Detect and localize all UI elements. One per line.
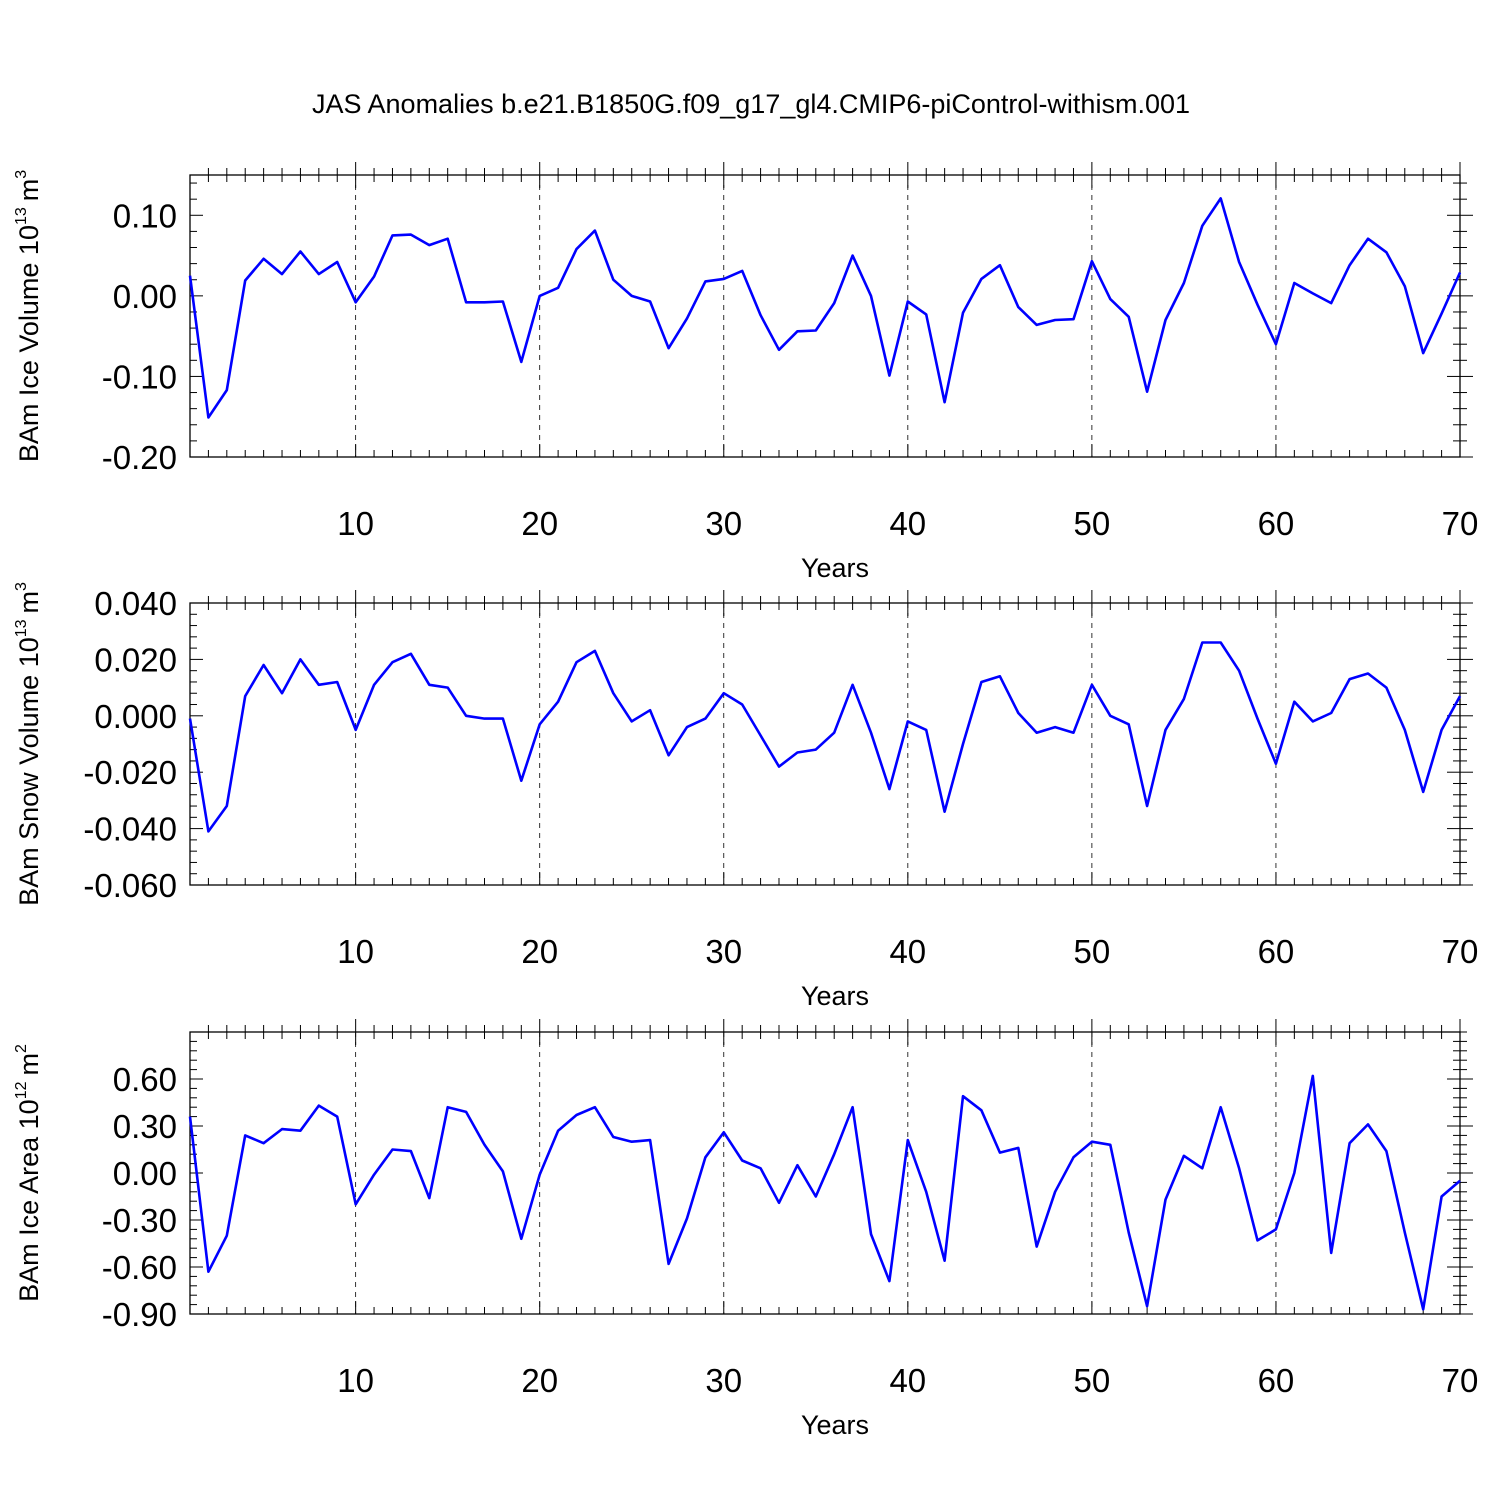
y-tick-label: -0.60	[102, 1249, 177, 1286]
plot-frame	[189, 1031, 1461, 1315]
x-tick-label: 40	[889, 505, 926, 542]
x-tick-label: 60	[1258, 1362, 1295, 1399]
y-axis-title-unit: m	[14, 1053, 44, 1076]
x-tick-label: 70	[1442, 933, 1479, 970]
x-axis-title: Years	[801, 981, 869, 1011]
x-tick-label: 20	[521, 505, 558, 542]
y-axis-title-unit-exponent: 3	[13, 170, 30, 179]
y-axis-title-unit-exponent: 2	[13, 1044, 30, 1053]
x-tick-label: 20	[521, 933, 558, 970]
panel-1: 10 20 30 40 50 60 70 -0.20 -0.10 0.00 0.10 Years BAm…	[13, 162, 1478, 583]
y-axis-title-unit: m	[14, 179, 44, 202]
y-tick-label: 0.00	[113, 278, 177, 315]
panel-3: 10 20 30 40 50 60 70 -0.90 -0.60 -0.30 0.00 0.30 0.6…	[13, 1019, 1478, 1440]
x-tick-label: 40	[889, 1362, 926, 1399]
x-axis-title: Years	[801, 553, 869, 583]
x-tick-label: 60	[1258, 505, 1295, 542]
x-tick-label: 60	[1258, 933, 1295, 970]
y-axis-title-unit-exponent: 3	[13, 582, 30, 591]
x-tick-label: 50	[1074, 505, 1111, 542]
y-axis-title: BAm Ice Volume 1013 m3	[13, 170, 44, 462]
x-tick-label: 30	[705, 1362, 742, 1399]
x-tick-label: 50	[1074, 933, 1111, 970]
x-tick-label: 50	[1074, 1362, 1111, 1399]
y-tick-label: 0.040	[94, 585, 177, 622]
y-tick-label: -0.040	[83, 811, 177, 848]
y-tick-label: -0.10	[102, 358, 177, 395]
y-axis-title-base: BAm Snow Volume 10	[14, 637, 44, 906]
panel-2: 10 20 30 40 50 60 70 -0.060 -0.040 -0.020 0.000 0.0…	[13, 582, 1478, 1011]
y-axis-title-exponent: 12	[13, 1081, 30, 1099]
x-tick-label: 10	[337, 505, 374, 542]
x-axis-title: Years	[801, 1410, 869, 1440]
y-tick-label: 0.020	[94, 641, 177, 678]
chart-title: JAS Anomalies b.e21.B1850G.f09_g17_gl4.C…	[312, 89, 1190, 119]
y-tick-label: 0.00	[113, 1155, 177, 1192]
x-tick-label: 40	[889, 933, 926, 970]
y-axis-title: BAm Snow Volume 1013 m3	[13, 582, 44, 906]
x-tick-label: 10	[337, 1362, 374, 1399]
x-tick-label: 30	[705, 933, 742, 970]
y-tick-label: -0.060	[83, 867, 177, 904]
x-tick-label: 30	[705, 505, 742, 542]
x-tick-label: 20	[521, 1362, 558, 1399]
data-series-line	[188, 641, 1462, 833]
y-axis-title-unit: m	[14, 591, 44, 614]
y-tick-label: 0.000	[94, 698, 177, 735]
y-axis-title-base: BAm Ice Volume 10	[14, 225, 44, 462]
x-tick-label: 70	[1442, 1362, 1479, 1399]
y-tick-label: -0.90	[102, 1296, 177, 1333]
panels: 10 20 30 40 50 60 70 -0.20 -0.10 0.00 0.10 Years BAm…	[13, 162, 1478, 1440]
y-tick-label: 0.60	[113, 1061, 177, 1098]
y-tick-label: -0.020	[83, 754, 177, 791]
y-tick-label: -0.20	[102, 439, 177, 476]
x-tick-label: 70	[1442, 505, 1479, 542]
y-axis-title-exponent: 13	[13, 619, 30, 637]
y-tick-label: 0.30	[113, 1108, 177, 1145]
plot-frame	[189, 174, 1461, 458]
data-series-line	[188, 1074, 1461, 1311]
plot-frame	[189, 602, 1461, 886]
y-tick-label: -0.30	[102, 1202, 177, 1239]
y-tick-label: 0.10	[113, 197, 177, 234]
y-axis-title-exponent: 13	[13, 207, 30, 225]
x-tick-label: 10	[337, 933, 374, 970]
y-axis-title: BAm Ice Area 1012 m2	[13, 1044, 44, 1302]
data-series-line	[188, 197, 1462, 419]
y-axis-title-base: BAm Ice Area 10	[14, 1099, 44, 1302]
